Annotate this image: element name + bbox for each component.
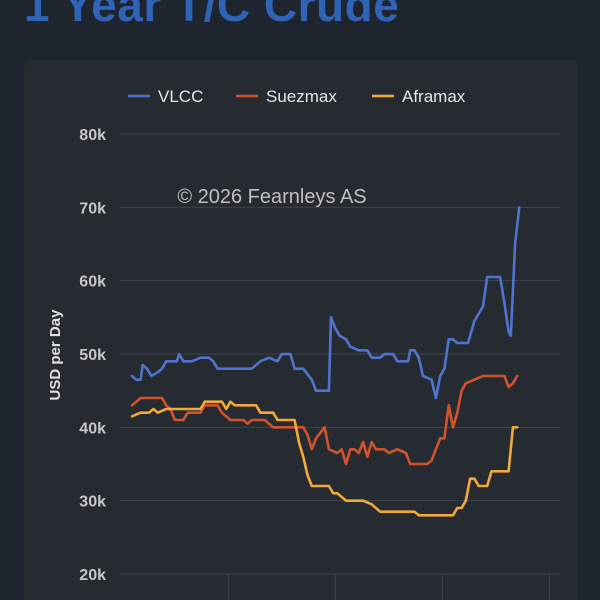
y-tick-label: 50k — [79, 347, 106, 364]
x-ticks — [227, 574, 550, 600]
y-tick-label: 80k — [79, 127, 106, 144]
y-tick-label: 40k — [79, 420, 106, 437]
watermark: © 2026 Fearnleys AS — [177, 186, 366, 208]
y-tick-label: 30k — [79, 494, 106, 511]
legend-label: VLCC — [158, 87, 203, 106]
series-lines — [130, 206, 521, 517]
chart-card — [24, 60, 578, 600]
legend-label: Aframax — [402, 87, 466, 106]
legend[interactable]: VLCC Suezmax Aframax — [128, 87, 466, 106]
y-axis-label: USD per Day — [47, 309, 64, 401]
y-tick-labels: 20k 30k 40k 50k 60k 70k 80k — [79, 127, 106, 584]
y-tick-label: 60k — [79, 274, 106, 291]
legend-item-suezmax[interactable]: Suezmax — [236, 87, 337, 106]
legend-item-vlcc[interactable]: VLCC — [128, 87, 203, 106]
legend-item-aframax[interactable]: Aframax — [372, 87, 466, 106]
page-title: 1 Year T/C Crude — [24, 0, 400, 31]
series-line-aframax — [130, 400, 519, 517]
y-tick-label: 20k — [79, 567, 106, 584]
series-line-suezmax — [130, 374, 519, 466]
series-line-vlcc — [130, 206, 521, 400]
legend-label: Suezmax — [266, 87, 337, 106]
grid — [120, 133, 560, 575]
y-tick-label: 70k — [79, 200, 106, 217]
